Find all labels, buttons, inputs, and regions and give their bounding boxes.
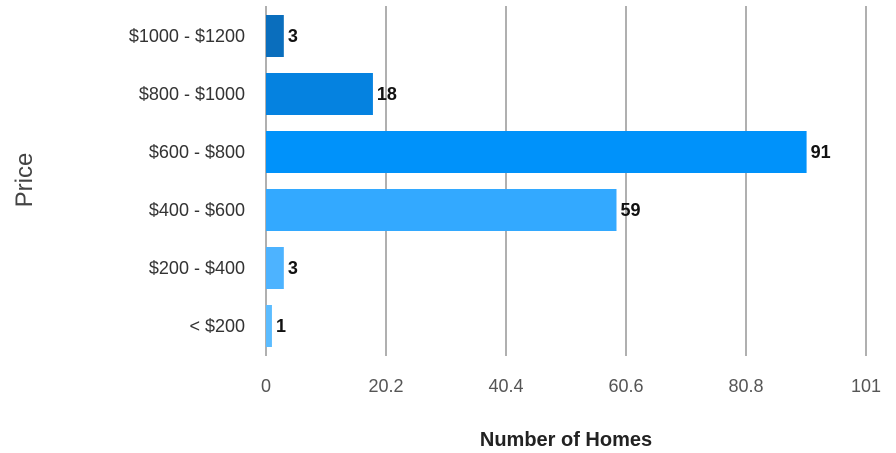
bar xyxy=(266,305,272,347)
data-label: 59 xyxy=(620,200,640,220)
x-tick-labels: 0 20.2 40.4 60.6 80.8 101 xyxy=(261,376,881,396)
bar xyxy=(266,15,284,57)
x-tick-label: 101 xyxy=(851,376,881,396)
data-label: 3 xyxy=(288,26,298,46)
bar xyxy=(266,247,284,289)
bars xyxy=(266,15,807,347)
category-label: $600 - $800 xyxy=(149,142,245,162)
x-tick-label: 80.8 xyxy=(728,376,763,396)
x-axis-title: Number of Homes xyxy=(480,429,652,451)
category-label: $200 - $400 xyxy=(149,258,245,278)
x-tick-label: 0 xyxy=(261,376,271,396)
category-label: $1000 - $1200 xyxy=(129,26,245,46)
data-label: 1 xyxy=(276,316,286,336)
y-axis-title: Price xyxy=(11,153,38,208)
bar xyxy=(266,73,373,115)
bar xyxy=(266,131,807,173)
data-label: 3 xyxy=(288,258,298,278)
x-tick-label: 40.4 xyxy=(488,376,523,396)
gridlines xyxy=(265,6,867,356)
data-label: 18 xyxy=(377,84,397,104)
category-label: $400 - $600 xyxy=(149,200,245,220)
data-label: 91 xyxy=(811,142,831,162)
category-labels: $1000 - $1200 $800 - $1000 $600 - $800 $400… xyxy=(129,26,245,336)
category-label: $800 - $1000 xyxy=(139,84,245,104)
bar xyxy=(266,189,617,231)
x-tick-label: 60.6 xyxy=(608,376,643,396)
x-tick-label: 20.2 xyxy=(368,376,403,396)
data-labels: 3 18 91 59 3 1 xyxy=(276,26,831,336)
category-label: < $200 xyxy=(189,316,245,336)
